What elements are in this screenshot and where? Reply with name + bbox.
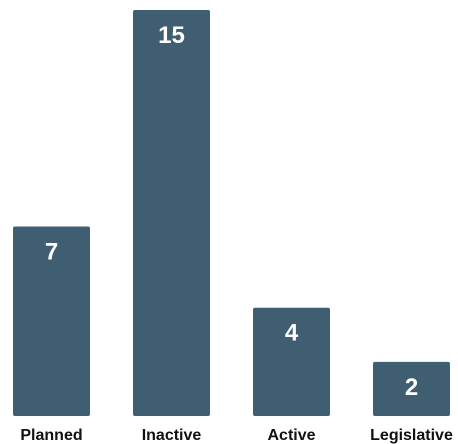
category-label-legislative: Legislative [370,427,453,444]
bar-planned [13,226,90,416]
bar-legislative [373,361,450,416]
value-label-planned: 7 [45,239,58,266]
category-label-active: Active [267,427,315,444]
category-label-planned: Planned [20,427,82,444]
value-labels-group: 7 15 4 2 [45,22,418,401]
value-label-active: 4 [285,320,299,347]
category-labels-group: Planned Inactive Active Legislative [20,427,453,444]
value-label-inactive: 15 [158,22,185,49]
bar-inactive [133,10,210,416]
value-label-legislative: 2 [405,374,418,401]
category-label-inactive: Inactive [142,427,202,444]
bars-group [13,10,450,416]
bar-active [253,307,330,416]
